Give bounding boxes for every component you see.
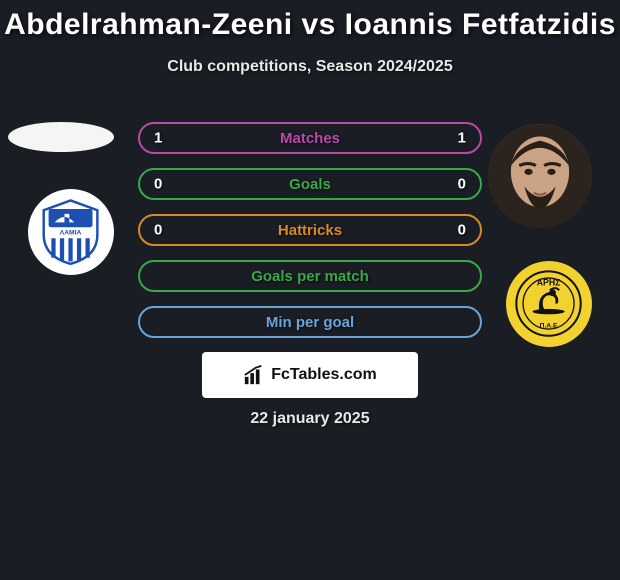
stat-left-value: 0: [154, 176, 162, 193]
player-right-face-icon: [488, 124, 592, 228]
stats-list: 1 Matches 1 0 Goals 0 0 Hattricks 0 Goal…: [138, 122, 482, 338]
club-left-crest-icon: ΛΑΜΙΑ: [37, 198, 104, 265]
club-right-crest-icon: ΑΡΗΣ Π.Α.Ε: [515, 270, 582, 337]
page-subtitle: Club competitions, Season 2024/2025: [0, 58, 620, 76]
player-right-avatar: [488, 124, 592, 228]
page-title: Abdelrahman-Zeeni vs Ioannis Fetfatzidis: [0, 8, 620, 42]
club-right-badge: ΑΡΗΣ Π.Α.Ε: [506, 261, 592, 347]
stat-label: Matches: [280, 130, 340, 147]
stat-row-min-per-goal: Min per goal: [138, 306, 482, 338]
site-label: FcTables.com: [271, 366, 377, 384]
stat-row-matches: 1 Matches 1: [138, 122, 482, 154]
stat-left-value: 1: [154, 130, 162, 147]
stat-row-goals: 0 Goals 0: [138, 168, 482, 200]
stat-left-value: 0: [154, 222, 162, 239]
stat-right-value: 1: [458, 130, 466, 147]
header: Abdelrahman-Zeeni vs Ioannis Fetfatzidis…: [0, 0, 620, 76]
svg-text:ΑΡΗΣ: ΑΡΗΣ: [537, 278, 561, 288]
stat-label: Hattricks: [278, 222, 342, 239]
stat-label: Min per goal: [266, 314, 354, 331]
stat-right-value: 0: [458, 176, 466, 193]
stat-right-value: 0: [458, 222, 466, 239]
club-left-badge: ΛΑΜΙΑ: [28, 189, 114, 275]
stat-row-hattricks: 0 Hattricks 0: [138, 214, 482, 246]
date-stamp: 22 january 2025: [250, 410, 369, 428]
stat-row-goals-per-match: Goals per match: [138, 260, 482, 292]
svg-text:ΛΑΜΙΑ: ΛΑΜΙΑ: [60, 230, 82, 237]
bar-chart-icon: [243, 364, 265, 386]
svg-text:Π.Α.Ε: Π.Α.Ε: [540, 323, 558, 330]
stat-label: Goals: [289, 176, 331, 193]
player-left-avatar: [8, 122, 114, 152]
site-badge: FcTables.com: [202, 352, 418, 398]
stat-label: Goals per match: [251, 268, 369, 285]
